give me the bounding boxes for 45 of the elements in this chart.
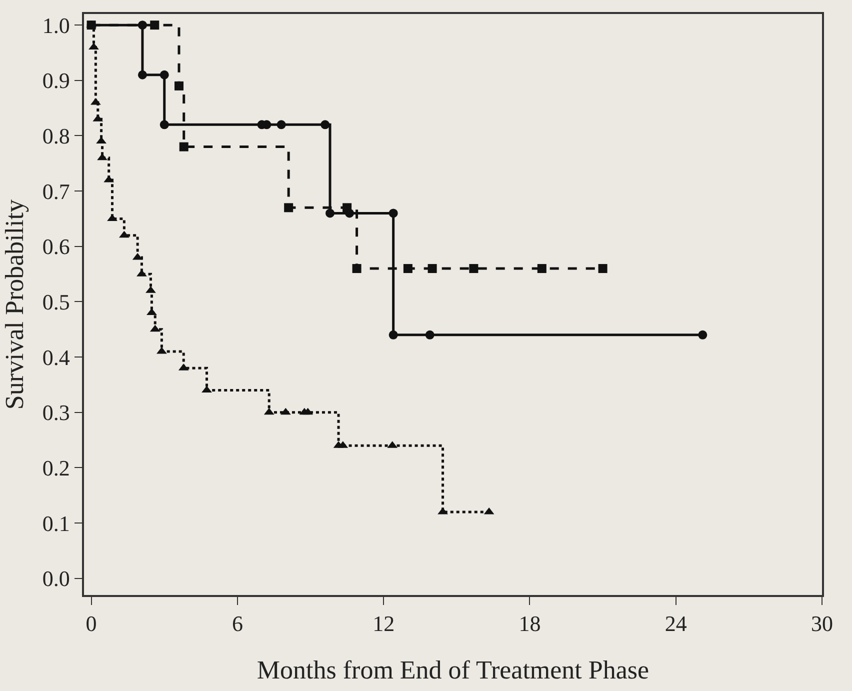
point [138,70,147,80]
y-tick-label: 0.7 [42,178,70,204]
point [284,203,294,212]
x-tick-label: 12 [372,611,395,636]
y-tick-label: 0.6 [42,234,70,260]
point [598,264,608,274]
y-tick-label: 0.8 [42,123,70,148]
point [469,264,478,274]
point [326,208,334,218]
x-tick-label: 24 [664,611,687,636]
point [202,386,212,393]
x-tick-label: 30 [811,611,833,636]
y-tick-label: 0.2 [42,455,70,480]
y-tick-label: 1.0 [42,12,70,38]
point [174,81,184,90]
x-axis-title: Months from End of Treatment Phase [256,655,650,684]
point [537,264,546,274]
point [388,208,398,218]
point [320,120,330,130]
y-tick-label: 0.5 [42,289,70,314]
y-tick-label: 0.3 [42,400,70,426]
point [388,330,398,340]
y-axis-title: Survival Probability [0,199,29,410]
y-tick-label: 0.9 [42,68,70,94]
point [150,20,160,30]
y-tick-label: 0.0 [42,566,70,592]
point [428,264,437,274]
point [342,203,352,212]
y-tick-label: 0.1 [42,510,70,536]
point [698,330,708,340]
point [352,264,362,274]
point [146,308,157,316]
x-tick-label: 18 [518,611,541,636]
point [97,153,108,160]
point [403,264,412,274]
point [160,120,169,130]
point [96,136,106,144]
point [425,330,434,340]
x-tick-label: 6 [232,611,243,636]
point [138,20,147,30]
y-tick-label: 0.4 [42,344,70,370]
x-tick-label: 0 [86,611,97,636]
point [160,70,169,80]
point [276,120,286,130]
point [179,142,188,152]
